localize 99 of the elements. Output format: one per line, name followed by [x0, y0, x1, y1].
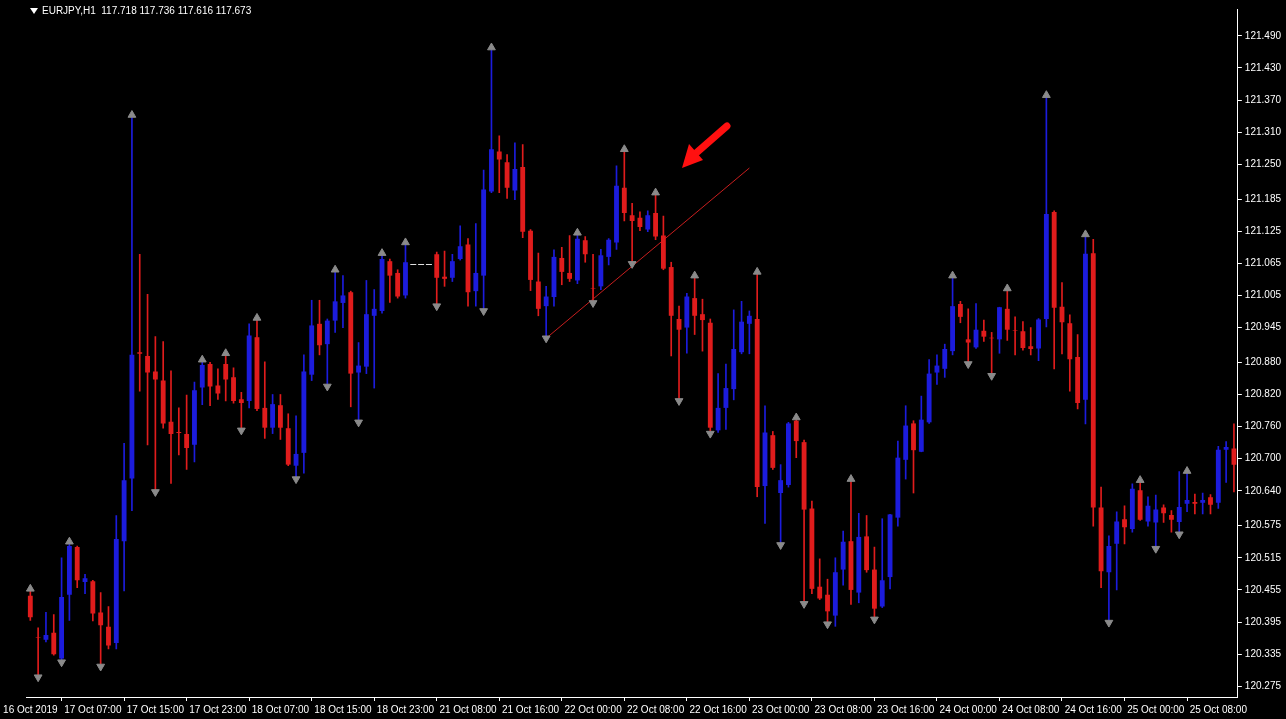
point: [57, 659, 66, 668]
point: [432, 303, 442, 312]
point: [221, 348, 231, 357]
x-tick-label: 21 Oct 16:00: [501, 703, 560, 715]
chart-title: EURJPY,H1 117.718 117.736 117.616 117.673: [42, 5, 252, 16]
y-tick-label: 121.370: [1244, 93, 1282, 105]
point: [1151, 545, 1161, 554]
y-tick-label: 121.490: [1244, 29, 1282, 41]
x-tick-label: 23 Oct 00:00: [752, 703, 810, 715]
point: [705, 430, 715, 439]
point: [948, 270, 957, 279]
x-tick-label: 25 Oct 08:00: [1189, 703, 1248, 715]
x-tick-label: 22 Oct 16:00: [689, 703, 748, 715]
point: [197, 354, 207, 363]
point: [752, 266, 762, 275]
x-tick-label: 23 Oct 08:00: [814, 703, 873, 715]
x-tick-label: 16 Oct 2019: [3, 703, 58, 715]
point: [479, 308, 489, 316]
y-tick-label: 121.430: [1244, 61, 1282, 73]
point: [573, 227, 582, 236]
point: [1081, 229, 1090, 238]
point: [588, 300, 598, 308]
x-tick-label: 22 Oct 00:00: [564, 703, 623, 715]
point: [776, 542, 786, 550]
candlestick: [1223, 441, 1229, 483]
point: [651, 187, 660, 196]
x-tick-label: 18 Oct 15:00: [314, 703, 373, 715]
point: [236, 427, 246, 436]
point: [96, 663, 106, 672]
point: [1174, 531, 1184, 540]
y-tick-label: 120.760: [1244, 420, 1282, 432]
point: [1002, 283, 1012, 292]
y-tick-label: 120.640: [1244, 484, 1282, 496]
point: [791, 412, 801, 421]
point: [252, 312, 262, 321]
candlestick: [1028, 327, 1034, 356]
candlestick: [215, 368, 221, 400]
candlestick: [1012, 316, 1018, 356]
x-tick-label: 25 Oct 00:00: [1127, 703, 1185, 715]
x-tick-label: 17 Oct 23:00: [189, 703, 247, 715]
y-tick-label: 121.185: [1244, 192, 1282, 204]
y-tick-label: 120.395: [1244, 615, 1282, 627]
point: [1041, 90, 1051, 98]
point: [846, 474, 856, 482]
x-tick-label: 24 Oct 16:00: [1064, 703, 1123, 715]
point: [322, 383, 332, 392]
point: [1182, 466, 1192, 474]
x-tick-label: 23 Oct 16:00: [877, 703, 935, 715]
point: [127, 110, 137, 118]
x-tick-label: 24 Oct 08:00: [1002, 703, 1060, 715]
y-tick-label: 120.700: [1244, 452, 1282, 464]
point: [627, 261, 637, 269]
point: [541, 335, 551, 344]
candlestick: [1192, 493, 1198, 515]
candlestick: [1200, 492, 1206, 515]
y-tick-label: 120.880: [1244, 356, 1282, 368]
point: [674, 398, 684, 406]
y-tick-label: 121.310: [1244, 125, 1282, 137]
point: [65, 536, 74, 545]
x-tick-label: 18 Oct 07:00: [251, 703, 310, 715]
point: [487, 42, 496, 51]
x-tick-label: 24 Oct 00:00: [939, 703, 998, 715]
point: [401, 237, 410, 246]
point: [963, 361, 973, 369]
y-tick-label: 121.065: [1244, 257, 1282, 269]
x-tick-label: 21 Oct 08:00: [439, 703, 498, 715]
candlestick: [496, 135, 502, 193]
y-tick-label: 120.335: [1244, 647, 1282, 659]
point: [799, 601, 809, 609]
point: [1135, 475, 1145, 483]
y-tick-label: 121.005: [1244, 289, 1282, 301]
y-tick-label: 120.945: [1244, 321, 1282, 333]
y-tick-label: 121.125: [1244, 224, 1282, 236]
x-tick-label: 18 Oct 23:00: [376, 703, 435, 715]
point: [291, 476, 301, 485]
x-tick-label: 17 Oct 15:00: [126, 703, 185, 715]
point: [150, 489, 160, 497]
x-tick-label: 17 Oct 07:00: [64, 703, 122, 715]
point: [987, 373, 997, 381]
candlestick: [371, 289, 377, 389]
point: [330, 264, 340, 273]
point: [690, 270, 700, 279]
y-tick-label: 120.515: [1244, 551, 1282, 563]
y-tick-label: 121.250: [1244, 158, 1282, 170]
x-tick-label: 22 Oct 08:00: [626, 703, 685, 715]
candlestick: [137, 253, 143, 392]
point: [377, 248, 387, 256]
y-tick-label: 120.820: [1244, 388, 1282, 400]
y-tick-label: 120.455: [1244, 583, 1282, 595]
point: [354, 419, 363, 428]
candlestick: [473, 223, 479, 307]
y-tick-label: 120.575: [1244, 519, 1282, 531]
point: [33, 674, 43, 683]
point: [823, 621, 832, 630]
candlestick: [176, 407, 182, 456]
y-tick-label: 120.275: [1244, 680, 1282, 692]
point: [619, 144, 629, 153]
point: [870, 616, 879, 625]
point: [1104, 619, 1114, 628]
